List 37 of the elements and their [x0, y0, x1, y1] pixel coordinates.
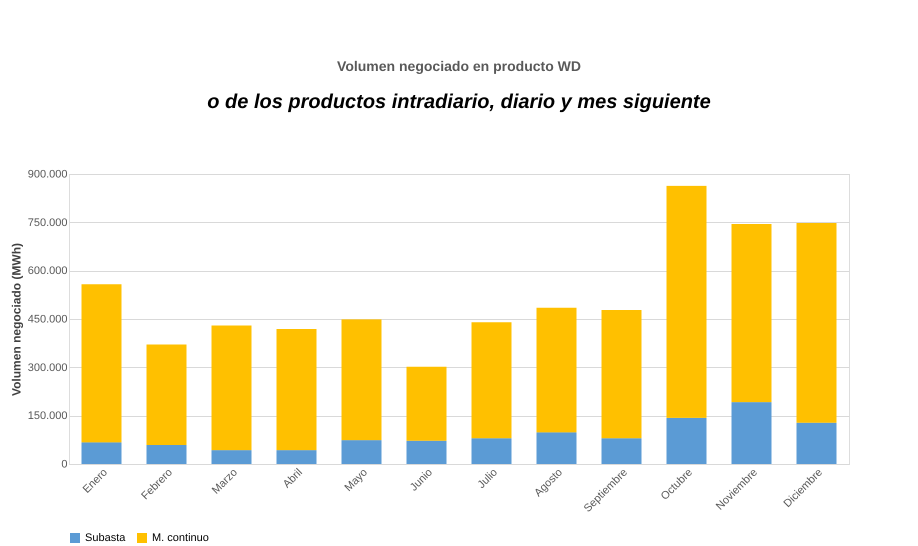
text: o de los productos intradiario, diario y mes siguiente: [207, 91, 711, 113]
y-axis-title: Volumen negociado (MWh): [10, 242, 24, 396]
bar: [276, 450, 316, 464]
bar: [406, 440, 446, 464]
y-tick-label: 900.000: [28, 168, 68, 180]
bar: [666, 418, 706, 464]
bar: [342, 440, 382, 464]
bar: [732, 402, 772, 464]
legend-label: Subasta: [85, 532, 126, 544]
chart-title: Volumen negociado en producto WD: [337, 58, 581, 74]
bar: [472, 322, 512, 438]
y-tick-label: 750.000: [28, 216, 68, 229]
bar: [146, 444, 186, 464]
bar: [536, 308, 576, 432]
bar: [796, 422, 836, 464]
bar: [602, 438, 642, 464]
bar: [82, 284, 122, 442]
y-tick-label: 0: [61, 458, 68, 470]
bar: [666, 186, 706, 418]
bar: [146, 344, 186, 445]
legend-label: M. continuo: [152, 532, 209, 544]
bar: [82, 442, 122, 464]
y-tick-label: 450.000: [28, 314, 68, 326]
bar: [342, 319, 382, 440]
y-tick-label: 300.000: [28, 362, 68, 374]
bar: [276, 328, 316, 450]
bar: [472, 438, 512, 464]
x-tick-label: Julio: [476, 466, 500, 491]
bar: [212, 450, 252, 464]
y-tick-label: 150.000: [28, 410, 68, 422]
bar: [212, 325, 252, 450]
y-tick-label: 600.000: [28, 265, 68, 278]
bar: [732, 224, 772, 402]
bar: [796, 222, 836, 423]
bar: [536, 432, 576, 464]
bar: [406, 366, 446, 441]
bar: [602, 310, 642, 438]
